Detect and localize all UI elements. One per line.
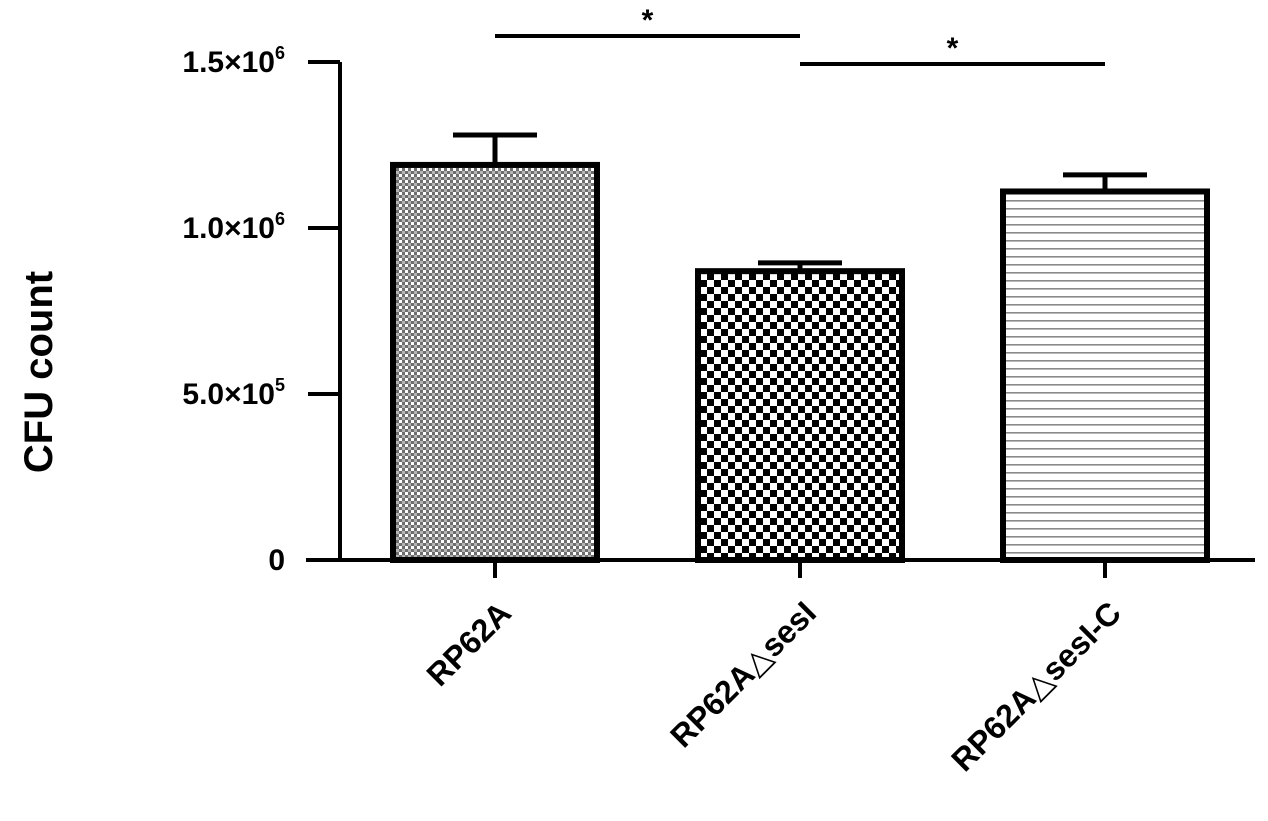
x-tick-label: RP62A [420, 594, 518, 692]
y-tick-label: 5.0×105 [182, 375, 285, 411]
significance-label: * [642, 4, 654, 37]
y-tick-label: 0 [268, 544, 285, 577]
x-tick-label: RP62A△sesI-C [944, 594, 1128, 778]
bar [695, 268, 905, 563]
x-tick-label: RP62A△sesI [663, 594, 823, 754]
y-tick-label: 1.5×106 [182, 43, 285, 79]
y-tick-label: 1.0×106 [182, 209, 285, 245]
significance-label: * [947, 32, 959, 65]
bar [1000, 188, 1210, 563]
y-axis-label: CFU count [17, 271, 61, 473]
bar [390, 161, 600, 563]
